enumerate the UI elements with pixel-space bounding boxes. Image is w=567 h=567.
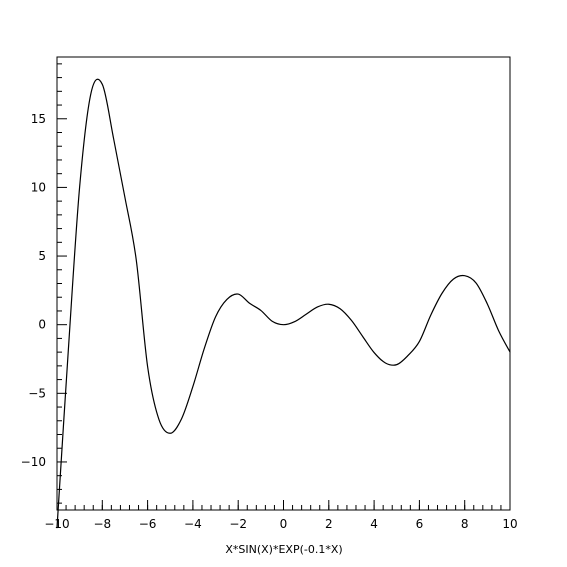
x-tick-label: −4 [184,517,202,531]
x-tick-label: −2 [229,517,247,531]
y-tick-label: −5 [28,386,46,400]
x-tick-label: −6 [139,517,157,531]
y-tick-label: 10 [31,180,46,194]
x-tick-label: 2 [325,517,333,531]
ticks-layer [56,63,511,510]
x-tick-label: 4 [370,517,378,531]
y-tick-label: 15 [31,112,46,126]
function-curve [56,78,511,529]
x-tick-label: 6 [416,517,424,531]
y-tick-label: 5 [38,249,46,263]
x-tick-label: −8 [93,517,111,531]
y-tick-label: −10 [21,455,46,469]
x-axis-label: X*SIN(X)*EXP(-0.1*X) [225,543,342,556]
curve-layer [56,78,511,529]
x-tick-label: 0 [280,517,288,531]
x-tick-label: 10 [502,517,517,531]
y-tick-label: 0 [38,318,46,332]
x-tick-label: 8 [461,517,469,531]
